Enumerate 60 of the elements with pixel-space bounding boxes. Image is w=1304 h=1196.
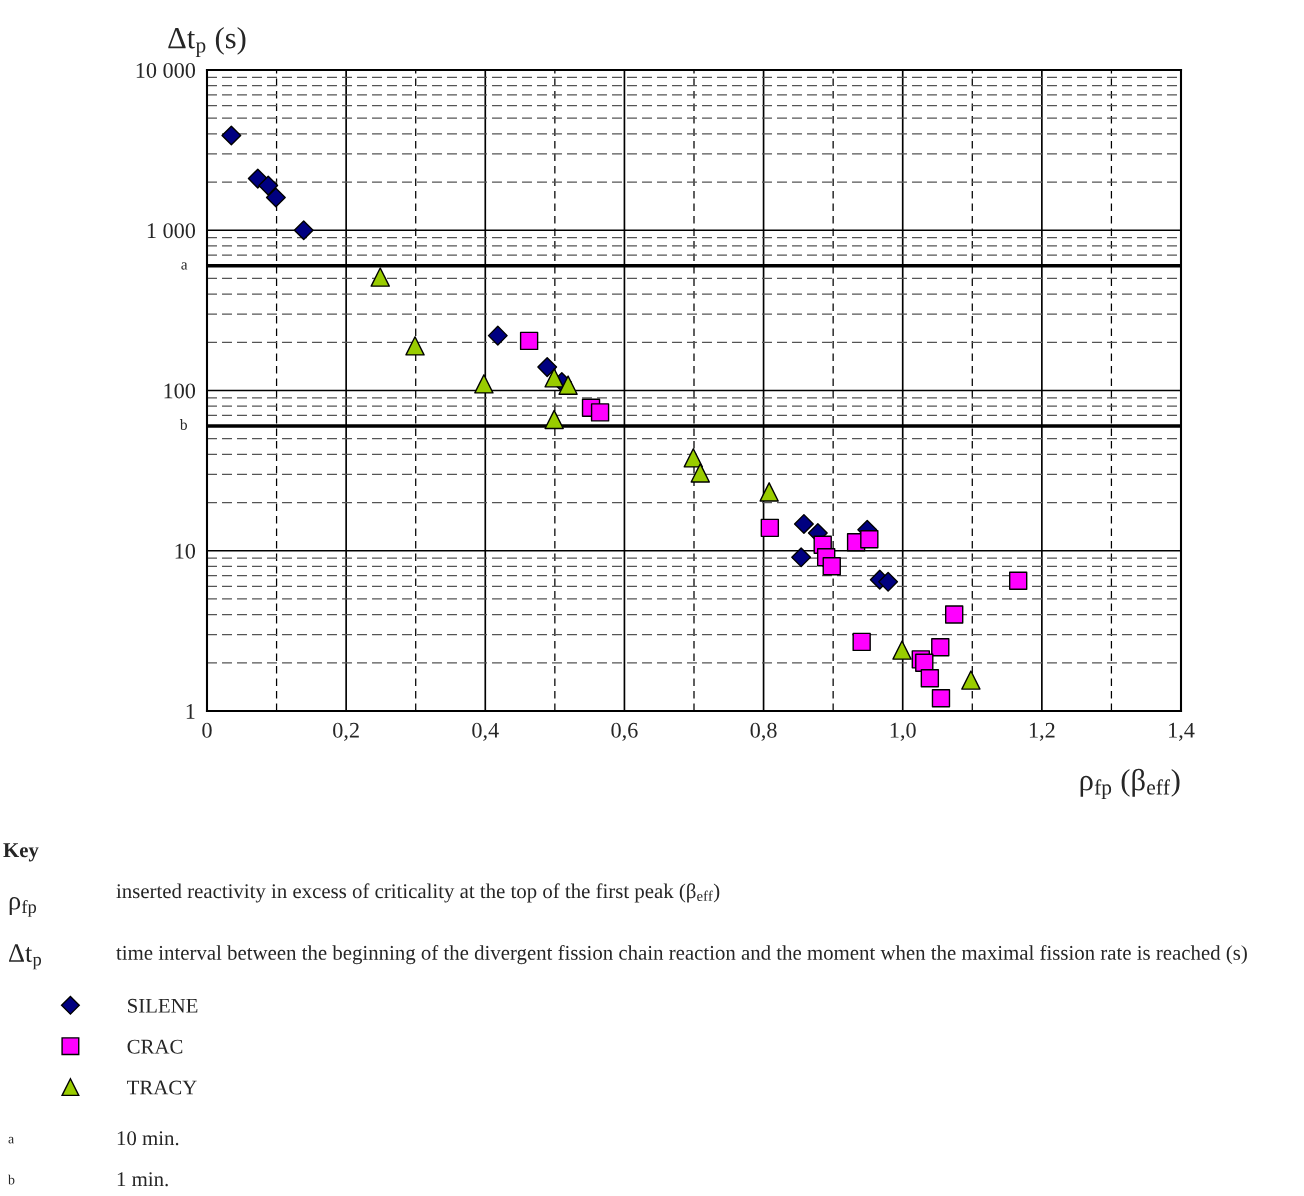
point	[931, 689, 951, 708]
x-tick-label: 0,4	[472, 722, 499, 741]
point	[1009, 571, 1028, 590]
y-tick-label: 1 000	[147, 223, 196, 239]
point	[258, 175, 279, 196]
text: 1 min.	[117, 1172, 168, 1187]
point	[920, 669, 940, 688]
y-tick-label: 100	[164, 383, 196, 399]
legend-label: CRAC	[127, 1039, 183, 1054]
point	[683, 448, 704, 468]
point	[822, 557, 841, 576]
text: a	[8, 1136, 14, 1144]
ref-line-label: b	[179, 419, 187, 430]
point	[931, 638, 950, 657]
text: Δt$_{p}$	[9, 944, 42, 970]
point	[793, 513, 814, 534]
point	[370, 267, 390, 287]
ref-line-label: a	[181, 262, 188, 270]
point	[878, 571, 899, 592]
point	[961, 670, 981, 690]
x-tick-label: 0	[202, 722, 212, 738]
point	[544, 368, 564, 388]
y-tick-label: 1	[186, 704, 195, 719]
text: time interval between the beginning of the divergent fission chain reaction and the moment when the maximal fission rate is reached (s)	[116, 945, 1247, 965]
point	[519, 331, 539, 351]
x-tick-label: 1,2	[1029, 722, 1055, 741]
point	[405, 336, 425, 356]
legend-label: TRACY	[127, 1080, 197, 1095]
x-tick-label: 0,2	[333, 722, 359, 741]
point	[944, 605, 964, 624]
y-tick-label: 10	[175, 543, 196, 559]
x-tick-label: 0,8	[750, 722, 777, 741]
point	[293, 220, 314, 241]
point	[852, 632, 871, 652]
point	[759, 482, 779, 502]
point	[537, 357, 558, 378]
point	[791, 547, 812, 568]
point	[760, 518, 780, 538]
text: inserted reactivity in excess of criticality at the top of the first peak (β$_{eff}$)	[116, 883, 720, 903]
point	[265, 187, 286, 208]
x-tick-label: 1,4	[1169, 722, 1195, 741]
x-tick-label: 1,0	[890, 722, 916, 741]
x-tick-label: 0,6	[611, 722, 638, 741]
point	[487, 325, 508, 346]
point	[690, 463, 711, 483]
y-axis-title: Δt$_{p}$ (s)	[168, 26, 246, 57]
point	[590, 403, 610, 422]
text: ρ$_{fp}$	[9, 896, 37, 917]
legend-label: SILENE	[128, 998, 198, 1013]
text: 10 min.	[117, 1131, 179, 1146]
text: Key	[3, 843, 39, 862]
x-axis-title: ρ$_{fp}$ (β$_{eff}$)	[1080, 768, 1180, 799]
y-tick-label: 10 000	[136, 62, 196, 78]
point	[474, 374, 494, 394]
point	[544, 409, 564, 430]
point	[892, 640, 912, 660]
text: b	[8, 1174, 15, 1185]
point	[860, 530, 879, 549]
point	[558, 375, 578, 395]
point	[221, 125, 242, 146]
